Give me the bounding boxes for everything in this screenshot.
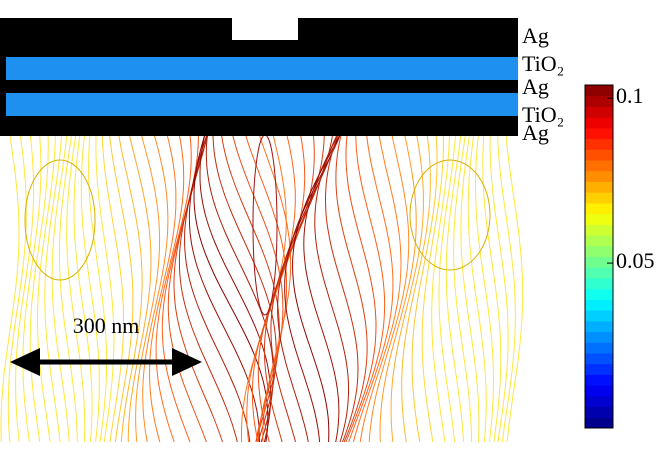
contour-line (136, 136, 160, 442)
contour-line (353, 136, 393, 442)
layer-label: Ag (522, 74, 549, 99)
colorbar-swatch (585, 267, 613, 278)
colorbar-swatch (585, 417, 613, 428)
colorbar-swatch (585, 332, 613, 343)
colorbar-swatch (585, 149, 613, 160)
layer-label: TiO₂ (522, 51, 564, 76)
colorbar-swatch (585, 214, 613, 225)
colorbar: 0.05 0.1 (585, 83, 655, 428)
colorbar-swatch (585, 171, 613, 182)
contour-line (349, 136, 385, 442)
colorbar-swatch (585, 353, 613, 364)
contour-line (271, 136, 333, 442)
colorbar-swatch (585, 407, 613, 418)
colorbar-swatch (585, 321, 613, 332)
contour-line (336, 136, 367, 442)
contour-line (206, 136, 273, 442)
contour-line (162, 136, 191, 442)
colorbar-swatch (585, 128, 613, 139)
colorbar-swatch (585, 257, 613, 268)
colorbar-swatch (585, 385, 613, 396)
colorbar-swatch (585, 374, 613, 385)
colorbar-swatch (585, 106, 613, 117)
colorbar-swatch (585, 364, 613, 375)
contour-line (67, 136, 85, 442)
contour-line (1, 136, 19, 442)
contour-line (461, 136, 479, 442)
contour-line (128, 136, 151, 442)
contour-line (412, 136, 437, 442)
colorbar-swatch (585, 246, 613, 257)
layer-label: Ag (522, 23, 549, 48)
colorbar-swatch (585, 289, 613, 300)
colorbar-swatch (585, 310, 613, 321)
contour-line (8, 136, 26, 442)
colorbar-swatch (585, 139, 613, 150)
contour-line (326, 136, 359, 442)
colorbar-swatch (585, 342, 613, 353)
tio2-layer (6, 93, 518, 116)
colorbar-swatch (585, 203, 613, 214)
scale-label: 300 nm (73, 313, 140, 338)
top-margin (0, 0, 232, 18)
top-margin (298, 0, 518, 18)
notch (232, 0, 298, 40)
page: {"layers": ["Ag", "TiO₂", "Ag", "TiO₂", … (0, 0, 658, 445)
colorbar-swatch (585, 235, 613, 246)
colorbar-swatch (585, 192, 613, 203)
contour-line (45, 136, 62, 442)
colorbar-swatch (585, 278, 613, 289)
colorbar-swatch (585, 396, 613, 407)
contour-line (360, 136, 401, 442)
colorbar-swatch (585, 181, 613, 192)
colorbar-swatch (585, 96, 613, 107)
arrow-head (10, 348, 40, 376)
colorbar-swatch (585, 299, 613, 310)
colorbar-tick-label: 0.1 (616, 83, 644, 108)
contour-line (110, 136, 133, 442)
field-contours (1, 135, 523, 442)
layer-label: Ag (522, 120, 549, 145)
colorbar-swatch (585, 224, 613, 235)
colorbar-swatch (585, 160, 613, 171)
contour-line (304, 136, 339, 442)
colorbar-swatch (585, 85, 613, 96)
colorbar-tick-label: 0.05 (616, 248, 655, 273)
contour-line (156, 136, 184, 442)
tio2-layer (6, 57, 518, 80)
colorbar-swatch (585, 117, 613, 128)
figure: 300 nm 0.050.1 AgTiO₂AgTiO₂Ag (0, 0, 658, 445)
